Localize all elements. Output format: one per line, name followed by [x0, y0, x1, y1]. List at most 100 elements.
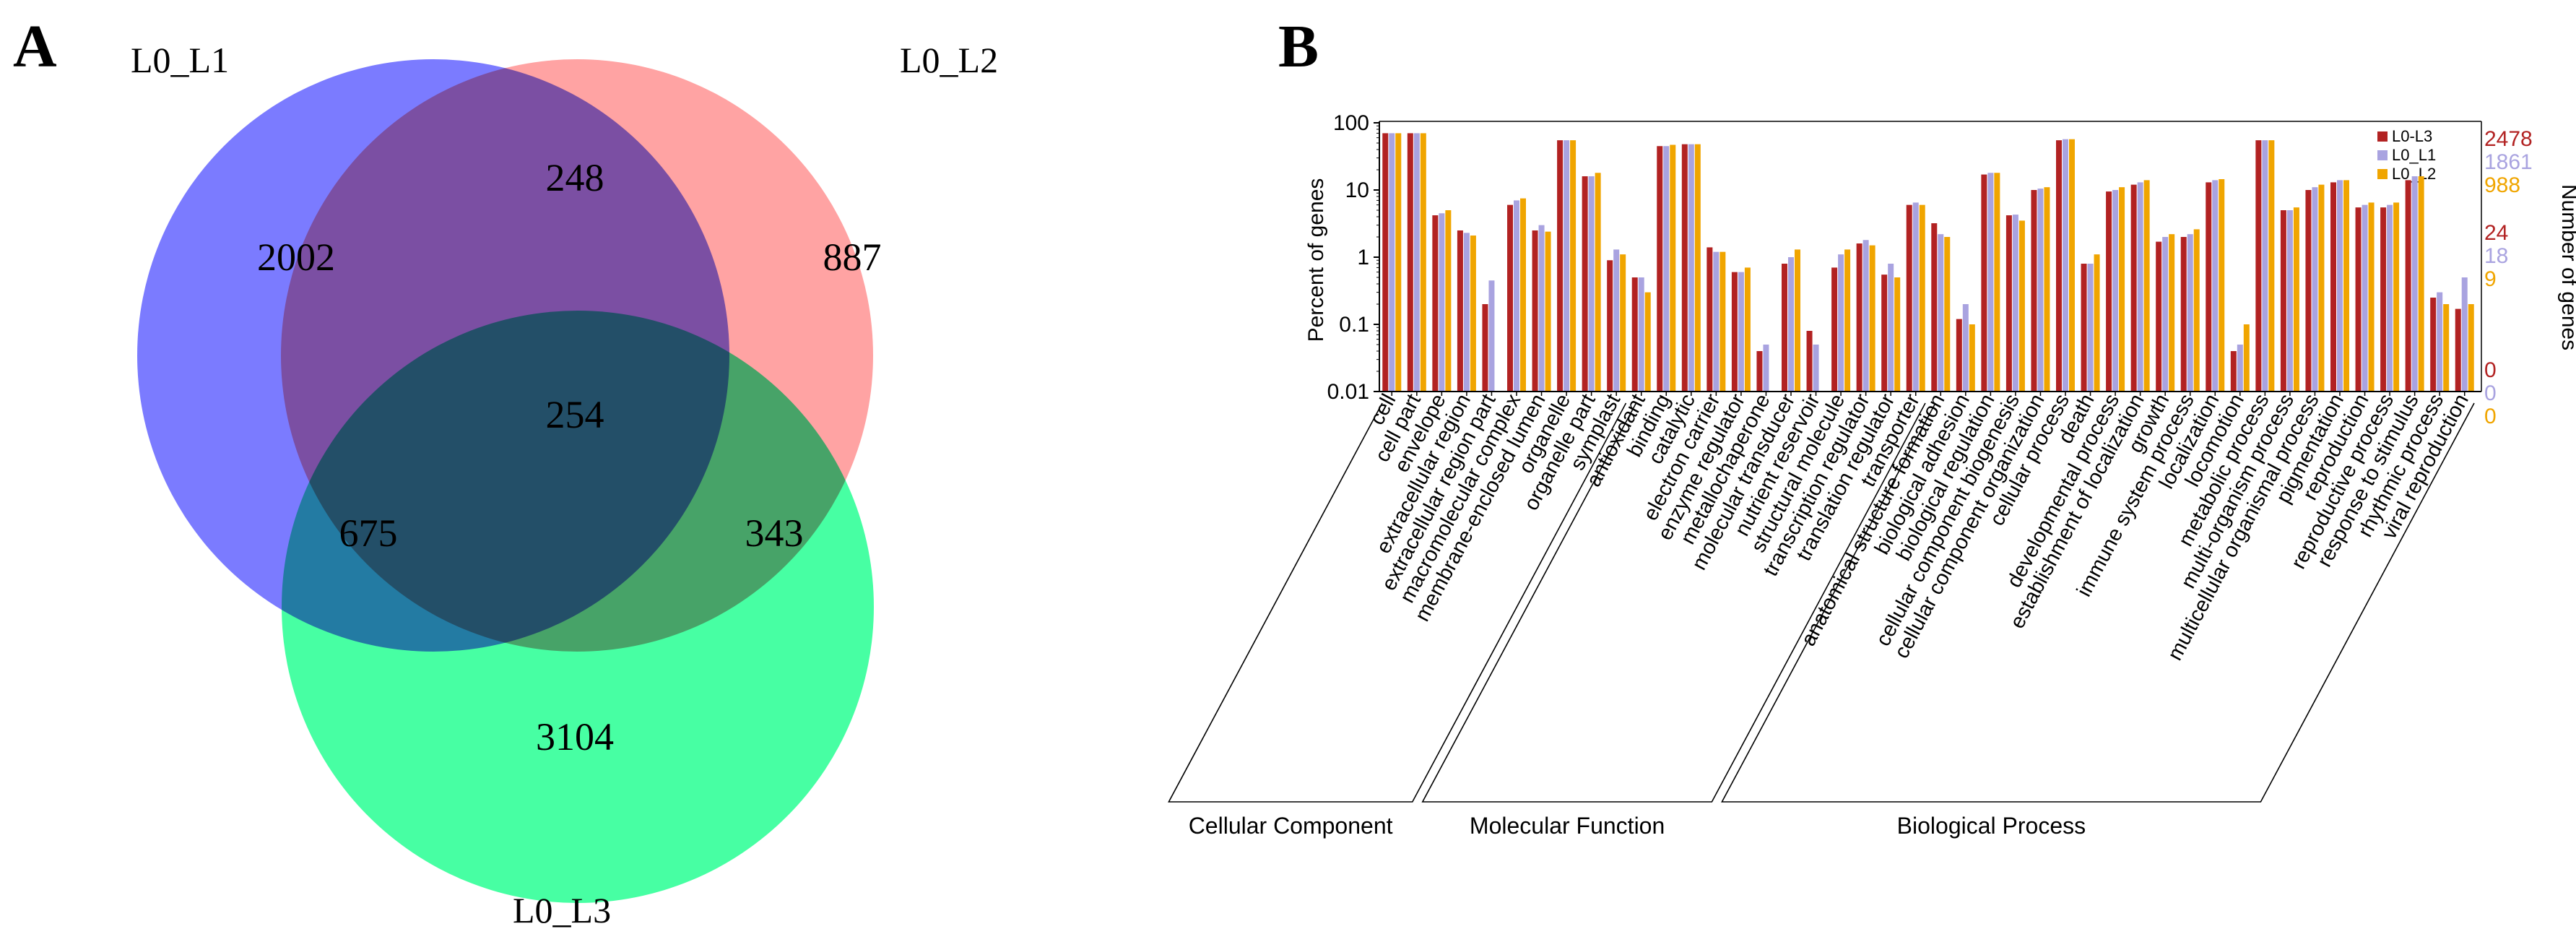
right-axis-bottom-l1: 0: [2484, 381, 2497, 405]
bar-antioxidant-l0-l1: [1638, 277, 1644, 392]
bar-cell-l0-l1: [1389, 133, 1395, 392]
bar-viral-reproduction-l0-l2: [2468, 304, 2474, 392]
bar-symplast-l0-l3: [1607, 260, 1613, 392]
group-label: Biological Process: [1897, 813, 2086, 839]
legend-label-l0-l1: L0_L1: [2392, 146, 2436, 164]
bar-response-to-stimulus-l0-l2: [2418, 176, 2424, 392]
category-groups: Cellular Component Molecular Function Biol…: [1168, 402, 2475, 839]
bar-structural-molecule-l0-l2: [1844, 249, 1851, 392]
bar-cellular-component-organization-l0-l3: [2031, 190, 2037, 392]
venn-count-l1-l2: 248: [546, 156, 604, 199]
bar-reproduction-l0-l1: [2362, 204, 2368, 392]
right-axis-top-l1: 1861: [2484, 150, 2533, 174]
bar-immune-system-process-l0-l2: [2193, 229, 2200, 392]
bar-multicellular-organismal-process-l0-l1: [2312, 187, 2318, 392]
bar-metallochaperone-l0-l1: [1763, 345, 1769, 392]
bar-organelle-l0-l1: [1564, 140, 1570, 392]
bar-membrane-enclosed-lumen-l0-l3: [1532, 230, 1538, 392]
panel-label-a: A: [13, 13, 57, 80]
bar-multicellular-organismal-process-l0-l2: [2318, 184, 2325, 392]
bar-enzyme-regulator-l0-l1: [1738, 272, 1744, 392]
go-bar-chart-panel: B Percent of genes Number of genes 10 0 1…: [1168, 13, 2576, 839]
bar-locomotion-l0-l3: [2230, 351, 2237, 392]
bar-transcription-regulator-l0-l1: [1862, 240, 1869, 392]
legend-swatch-l0-l1: [2377, 150, 2388, 160]
bar-pigmentation-l0-l2: [2343, 180, 2349, 392]
group-bracket: [1421, 402, 1926, 803]
bar-biological-regulation-l0-l2: [1994, 173, 2000, 392]
bar-multi-organism-process-l0-l2: [2293, 207, 2299, 392]
bars-layer: [1382, 133, 2474, 392]
group-label: Molecular Function: [1470, 813, 1665, 839]
bar-structural-molecule-l0-l1: [1838, 254, 1844, 392]
bar-catalytic-l0-l2: [1694, 144, 1701, 392]
bar-transcription-regulator-l0-l3: [1856, 243, 1862, 392]
bar-metallochaperone-l0-l3: [1756, 351, 1763, 392]
bar-extracellular-region-l0-l1: [1463, 233, 1470, 392]
right-axis-title: Number of genes: [2557, 184, 2576, 350]
panel-label-b: B: [1278, 13, 1319, 80]
bar-macromolecular-complex-l0-l3: [1507, 204, 1513, 392]
bar-symplast-l0-l2: [1620, 254, 1626, 392]
bar-anatomical-structure-formation-l0-l1: [1938, 234, 1944, 392]
bar-growth-l0-l3: [2156, 241, 2162, 392]
bar-macromolecular-complex-l0-l2: [1520, 198, 1526, 392]
bar-immune-system-process-l0-l3: [2180, 237, 2187, 392]
bar-death-l0-l3: [2081, 264, 2087, 392]
plot-frame: [1374, 121, 2482, 396]
bar-rhythmic-process-l0-l1: [2437, 292, 2443, 392]
bar-response-to-stimulus-l0-l1: [2411, 176, 2418, 392]
bar-translation-regulator-l0-l2: [1894, 277, 1901, 392]
bar-binding-l0-l1: [1663, 146, 1670, 392]
bar-translation-regulator-l0-l1: [1888, 264, 1894, 392]
venn-count-all-three: 254: [546, 393, 604, 436]
right-axis-mid-l2: 9: [2484, 267, 2497, 291]
bar-binding-l0-l2: [1670, 144, 1676, 392]
bar-biological-adhesion-l0-l2: [1969, 324, 1975, 392]
bar-rhythmic-process-l0-l2: [2443, 304, 2450, 392]
bar-growth-l0-l2: [2169, 234, 2175, 392]
bar-electron-carrier-l0-l1: [1713, 251, 1719, 392]
right-axis-bottom-l3: 0: [2484, 358, 2497, 382]
bar-enzyme-regulator-l0-l3: [1731, 272, 1738, 392]
bar-molecular-transducer-l0-l2: [1795, 249, 1800, 392]
bar-organelle-l0-l3: [1557, 140, 1564, 392]
legend-swatch-l0-l3: [2377, 131, 2388, 142]
bar-multi-organism-process-l0-l3: [2280, 210, 2286, 392]
bar-biological-regulation-l0-l1: [1987, 173, 1994, 392]
bar-binding-l0-l3: [1657, 146, 1663, 392]
venn-diagram-panel: A L0_L1 L0_L2 L0_L3 2002 887 3104 248 67…: [13, 13, 998, 930]
y-tick-label: 10: [1345, 178, 1369, 202]
bar-electron-carrier-l0-l3: [1707, 247, 1713, 392]
bar-organelle-part-l0-l3: [1582, 176, 1588, 392]
bar-localization-l0-l3: [2206, 182, 2212, 392]
bar-establishment-of-localization-l0-l3: [2130, 184, 2137, 392]
bar-establishment-of-localization-l0-l1: [2137, 182, 2143, 392]
bar-death-l0-l1: [2087, 264, 2094, 392]
right-axis-mid-l1: 18: [2484, 244, 2508, 268]
bar-organelle-part-l0-l2: [1595, 173, 1601, 392]
y-axis-title: Percent of genes: [1304, 178, 1328, 342]
legend: L0-L3 L0_L1 L0_L2: [2377, 127, 2436, 183]
bar-reproduction-l0-l2: [2368, 202, 2375, 392]
venn-count-l1-l3: 675: [339, 511, 398, 555]
bar-growth-l0-l1: [2162, 237, 2169, 392]
bar-enzyme-regulator-l0-l2: [1744, 267, 1751, 392]
group-bracket: [1168, 402, 1627, 803]
bar-cell-part-l0-l2: [1420, 133, 1426, 392]
bar-translation-regulator-l0-l3: [1881, 275, 1888, 392]
bar-catalytic-l0-l1: [1688, 144, 1694, 392]
bar-cellular-component-biogenesis-l0-l2: [2018, 220, 2025, 392]
bar-rhythmic-process-l0-l3: [2430, 297, 2437, 392]
bar-membrane-enclosed-lumen-l0-l2: [1545, 231, 1551, 392]
venn-count-l2-only: 887: [823, 236, 882, 279]
y-tick-label: 0.01: [1327, 380, 1369, 404]
bar-transporter-l0-l2: [1919, 204, 1925, 392]
bar-cellular-process-l0-l1: [2063, 139, 2068, 392]
bar-cellular-component-organization-l0-l1: [2037, 189, 2044, 392]
bar-electron-carrier-l0-l2: [1719, 251, 1726, 392]
right-axis-top-l3: 2478: [2484, 127, 2533, 151]
legend-swatch-l0-l2: [2377, 169, 2388, 179]
bar-developmental-process-l0-l2: [2119, 187, 2125, 392]
